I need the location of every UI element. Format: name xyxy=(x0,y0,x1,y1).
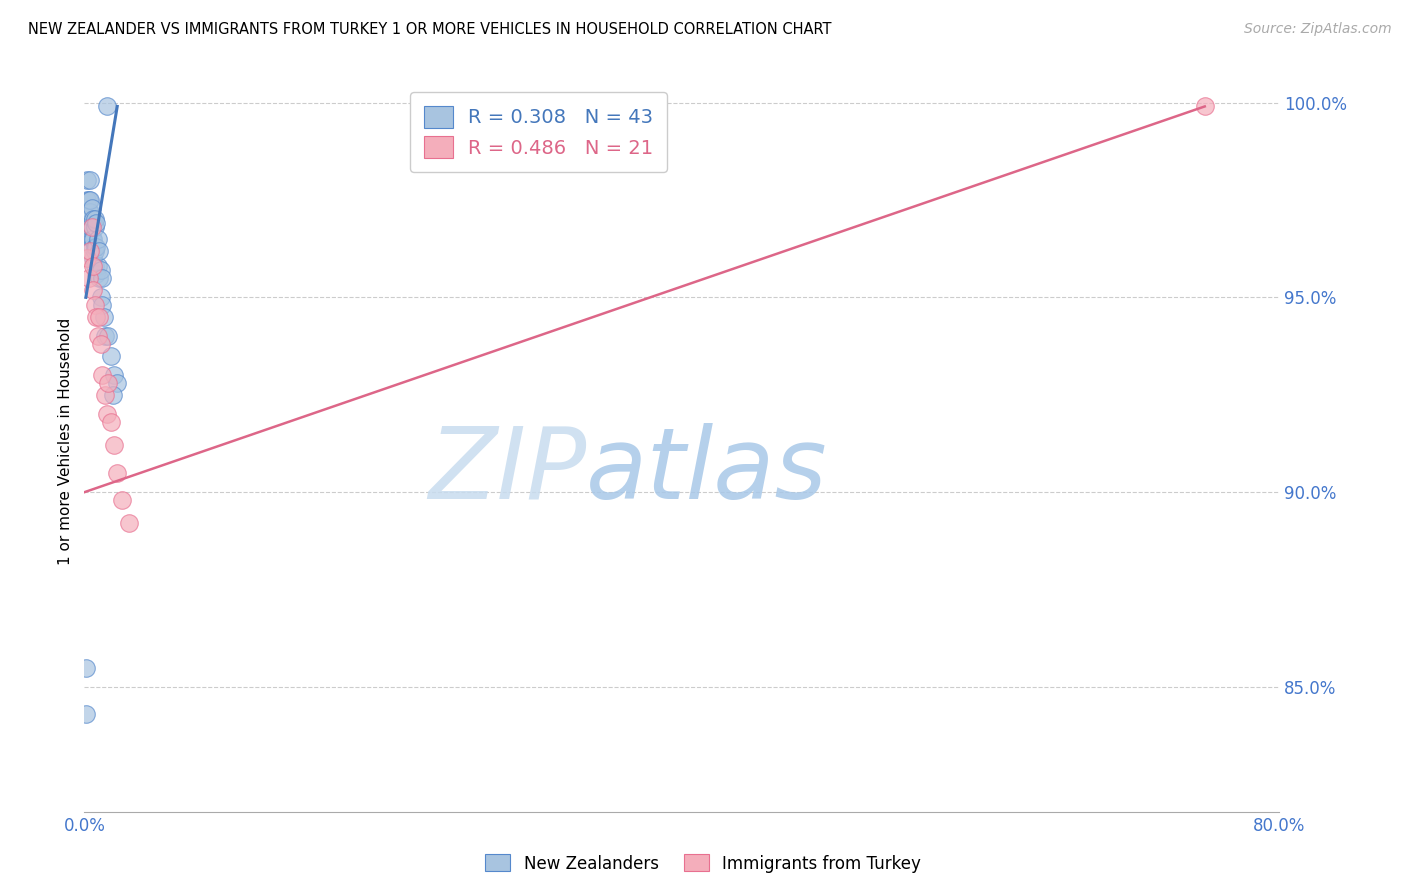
Point xyxy=(82,252,104,266)
Point xyxy=(97,376,120,390)
Text: NEW ZEALANDER VS IMMIGRANTS FROM TURKEY 1 OR MORE VEHICLES IN HOUSEHOLD CORRELAT: NEW ZEALANDER VS IMMIGRANTS FROM TURKEY … xyxy=(28,22,831,37)
Point xyxy=(91,271,114,285)
Point xyxy=(91,298,114,312)
Point xyxy=(83,220,105,235)
Point xyxy=(75,660,97,674)
Point xyxy=(1194,99,1216,113)
Point xyxy=(83,259,105,273)
Point xyxy=(93,310,115,324)
Point xyxy=(87,232,110,246)
Point xyxy=(105,466,128,480)
Point xyxy=(82,283,104,297)
Point xyxy=(79,204,101,219)
Point xyxy=(76,193,98,207)
Point xyxy=(111,493,134,508)
Point xyxy=(79,244,101,258)
Point xyxy=(86,267,108,281)
Point xyxy=(79,227,101,242)
Point xyxy=(79,220,101,235)
Point xyxy=(80,240,103,254)
Point xyxy=(76,252,98,266)
Point xyxy=(89,310,111,324)
Point xyxy=(89,271,111,285)
Point xyxy=(82,212,104,227)
Point xyxy=(97,329,120,343)
Point xyxy=(90,263,112,277)
Point xyxy=(83,298,105,312)
Point xyxy=(101,388,124,402)
Point xyxy=(77,204,100,219)
Point xyxy=(80,232,103,246)
Y-axis label: 1 or more Vehicles in Household: 1 or more Vehicles in Household xyxy=(58,318,73,566)
Point xyxy=(77,216,100,230)
Legend: New Zealanders, Immigrants from Turkey: New Zealanders, Immigrants from Turkey xyxy=(478,847,928,880)
Point xyxy=(89,244,111,258)
Point xyxy=(90,290,112,304)
Point xyxy=(103,368,125,383)
Text: Source: ZipAtlas.com: Source: ZipAtlas.com xyxy=(1244,22,1392,37)
Point xyxy=(82,232,104,246)
Point xyxy=(83,212,105,227)
Point xyxy=(96,407,118,421)
Point xyxy=(77,271,100,285)
Point xyxy=(75,707,97,722)
Point xyxy=(87,329,110,343)
Point xyxy=(80,220,103,235)
Point xyxy=(83,244,105,258)
Point xyxy=(118,516,141,531)
Point xyxy=(80,201,103,215)
Point xyxy=(100,349,122,363)
Legend: R = 0.308   N = 43, R = 0.486   N = 21: R = 0.308 N = 43, R = 0.486 N = 21 xyxy=(411,92,666,172)
Point xyxy=(94,388,117,402)
Point xyxy=(77,193,100,207)
Point xyxy=(76,173,98,187)
Text: atlas: atlas xyxy=(586,423,828,520)
Point xyxy=(87,259,110,273)
Point xyxy=(94,329,117,343)
Point xyxy=(80,220,103,235)
Text: ZIP: ZIP xyxy=(427,423,586,520)
Point xyxy=(82,259,104,273)
Point xyxy=(96,99,118,113)
Point xyxy=(91,368,114,383)
Point xyxy=(90,337,112,351)
Point xyxy=(86,240,108,254)
Point xyxy=(86,216,108,230)
Point xyxy=(100,415,122,429)
Point xyxy=(79,173,101,187)
Point xyxy=(79,193,101,207)
Point xyxy=(105,376,128,390)
Point xyxy=(103,438,125,452)
Point xyxy=(83,240,105,254)
Point xyxy=(86,310,108,324)
